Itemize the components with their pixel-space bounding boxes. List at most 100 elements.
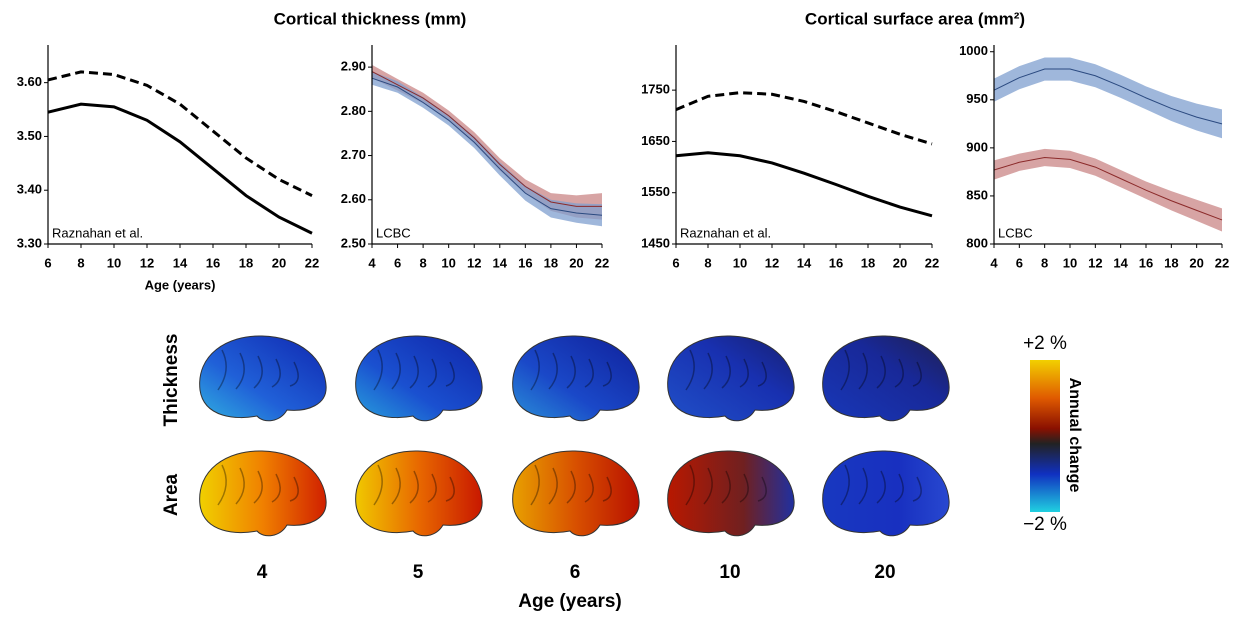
annotation: LCBC (998, 225, 1033, 240)
line (993, 68, 1223, 125)
sulcus (391, 467, 401, 505)
line (47, 102, 313, 235)
y-tick-label: 3.50 (17, 128, 42, 143)
x-tick-label: 12 (765, 255, 779, 270)
y-tick-label: 1450 (641, 235, 670, 250)
row-label: Thickness (161, 334, 182, 427)
sulcus (912, 361, 922, 387)
sulcus (217, 464, 227, 506)
x-tick-label: 6 (672, 255, 679, 270)
x-tick-label: 16 (206, 255, 220, 270)
y-tick-label: 2.60 (341, 191, 366, 206)
sulcus (289, 361, 299, 387)
sulcus (739, 473, 749, 503)
x-tick-label: 18 (544, 255, 558, 270)
sulcus (391, 352, 401, 390)
x-tick-label: 20 (893, 255, 907, 270)
brain-map (512, 335, 640, 422)
sulcus (602, 476, 612, 502)
x-tick-label: 22 (305, 255, 319, 270)
line (47, 70, 313, 197)
x-tick-label: 4 (990, 255, 998, 270)
colorbar (1030, 360, 1060, 512)
annotation: Raznahan et al. (680, 225, 771, 240)
brain-map (355, 450, 483, 537)
y-tick-label: 800 (966, 235, 988, 250)
y-tick-label: 2.90 (341, 59, 366, 74)
colorbar-max: +2 % (1023, 333, 1067, 354)
sulcus (739, 358, 749, 388)
x-tick-label: 12 (140, 255, 154, 270)
sulcus (840, 464, 850, 506)
line (371, 77, 603, 216)
x-tick-label: 14 (1113, 255, 1128, 270)
x-tick-label: 14 (797, 255, 812, 270)
y-tick-label: 3.40 (17, 182, 42, 197)
x-tick-label: 8 (704, 255, 711, 270)
sulcus (894, 358, 904, 388)
x-tick-label: 8 (419, 255, 426, 270)
sulcus (757, 476, 767, 502)
confidence-band (994, 148, 1222, 232)
sulcus (894, 473, 904, 503)
x-tick-label: 18 (1164, 255, 1178, 270)
sulcus (912, 476, 922, 502)
sulcus (685, 464, 695, 506)
annotation: LCBC (376, 225, 411, 240)
sulcus (289, 476, 299, 502)
sulcus (427, 473, 437, 503)
line (993, 156, 1223, 221)
x-tick-label: 10 (107, 255, 121, 270)
age-label: 4 (257, 562, 268, 583)
y-tick-label: 2.70 (341, 147, 366, 162)
y-tick-label: 1000 (959, 43, 988, 58)
row-label: Area (161, 473, 182, 516)
x-tick-label: 4 (368, 255, 376, 270)
sulcus (584, 473, 594, 503)
sulcus (602, 361, 612, 387)
y-tick-label: 3.30 (17, 235, 42, 250)
age-label: 10 (719, 562, 740, 583)
sulcus (685, 349, 695, 391)
annotation: Raznahan et al. (52, 225, 143, 240)
sulcus (858, 352, 868, 390)
sulcus (445, 361, 455, 387)
sulcus (271, 473, 281, 503)
x-tick-label: 20 (272, 255, 286, 270)
y-tick-label: 2.80 (341, 103, 366, 118)
chart-title: Cortical surface area (mm²) (805, 9, 1025, 28)
y-tick-label: 2.50 (341, 235, 366, 250)
sulcus (530, 464, 540, 506)
sulcus (566, 355, 576, 389)
x-tick-label: 16 (518, 255, 532, 270)
x-tick-label: 12 (467, 255, 481, 270)
y-tick-label: 850 (966, 187, 988, 202)
sulcus (876, 355, 886, 389)
brain-map (822, 335, 950, 422)
chart-title: Cortical thickness (mm) (274, 9, 467, 28)
sulcus (253, 470, 263, 504)
sulcus (584, 358, 594, 388)
y-tick-label: 3.60 (17, 74, 42, 89)
x-tick-label: 10 (441, 255, 455, 270)
x-tick-label: 10 (1063, 255, 1077, 270)
brain-map (822, 450, 950, 537)
y-tick-label: 1750 (641, 82, 670, 97)
sulcus (235, 352, 245, 390)
brain-map (199, 335, 327, 422)
x-tick-label: 16 (829, 255, 843, 270)
sulcus (373, 464, 383, 506)
sulcus (235, 467, 245, 505)
x-tick-label: 10 (733, 255, 747, 270)
sulcus (566, 470, 576, 504)
x-tick-label: 6 (394, 255, 401, 270)
sulcus (703, 352, 713, 390)
line (675, 91, 933, 146)
age-label: 20 (874, 562, 895, 583)
sulcus (271, 358, 281, 388)
sulcus (858, 467, 868, 505)
sulcus (373, 349, 383, 391)
x-tick-label: 18 (239, 255, 253, 270)
colorbar-min: −2 % (1023, 514, 1067, 535)
